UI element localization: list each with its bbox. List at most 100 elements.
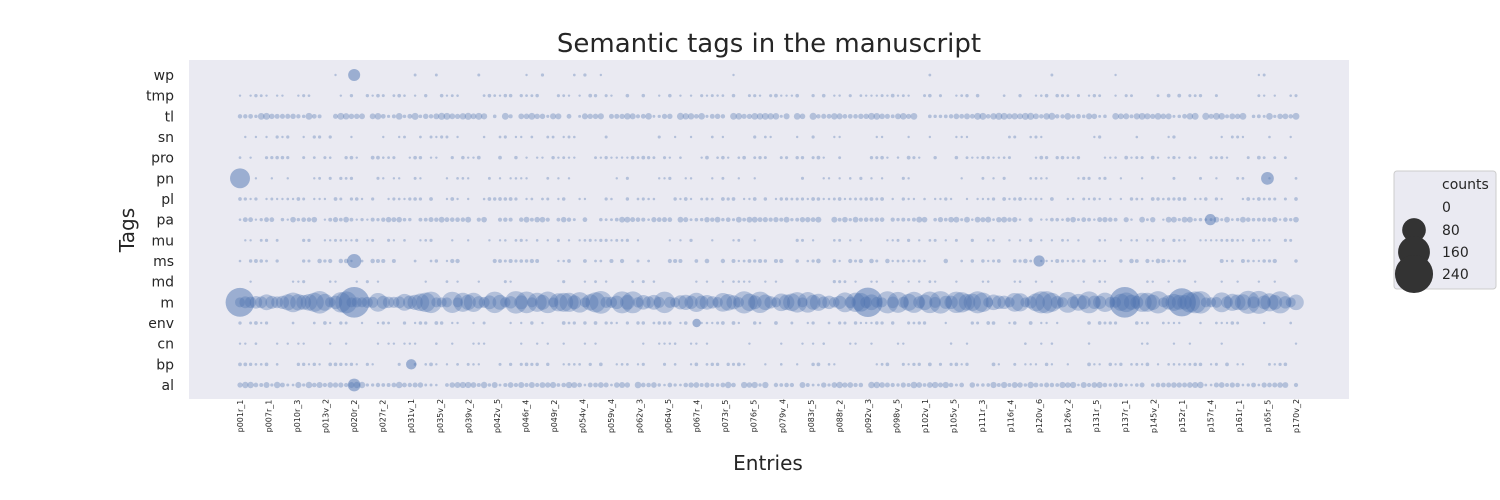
data-point <box>842 382 848 388</box>
data-point <box>1033 382 1039 388</box>
data-point <box>1034 363 1038 366</box>
data-point <box>1247 290 1271 314</box>
data-point <box>736 362 741 367</box>
data-point <box>1225 383 1229 387</box>
data-point <box>986 383 991 387</box>
data-point <box>381 217 386 222</box>
data-point <box>360 259 364 263</box>
data-point <box>1018 93 1022 98</box>
data-point <box>1145 294 1161 310</box>
data-point <box>1040 321 1043 325</box>
data-point <box>863 113 869 120</box>
data-point <box>413 73 417 77</box>
data-point <box>434 321 439 325</box>
data-point <box>657 114 661 118</box>
data-point <box>641 155 646 160</box>
data-point <box>816 197 821 201</box>
data-point <box>514 197 518 201</box>
data-point <box>291 280 295 283</box>
data-point <box>585 292 606 313</box>
data-point <box>800 176 805 180</box>
data-point <box>1021 112 1029 120</box>
data-point <box>338 258 344 264</box>
data-point <box>1017 382 1023 388</box>
data-point <box>260 321 263 325</box>
data-point <box>939 295 953 309</box>
data-point <box>402 295 417 310</box>
data-point <box>283 292 303 313</box>
data-point <box>790 217 794 222</box>
data-point <box>668 156 672 159</box>
data-point <box>380 113 386 119</box>
data-point <box>1177 93 1182 98</box>
data-point <box>1230 135 1234 139</box>
data-point <box>524 362 529 367</box>
data-point <box>1034 135 1038 139</box>
data-point <box>1262 156 1266 160</box>
data-point <box>923 94 927 98</box>
data-point <box>1262 114 1266 118</box>
data-point <box>838 280 842 284</box>
data-point <box>938 114 943 119</box>
data-point <box>827 197 831 201</box>
data-point <box>412 382 418 388</box>
data-point <box>954 383 958 387</box>
data-point-bp-p031v_1 <box>406 359 417 370</box>
data-point <box>1279 296 1292 309</box>
data-point <box>646 294 662 310</box>
data-point <box>763 135 767 139</box>
data-point <box>429 383 433 387</box>
data-point <box>611 291 634 314</box>
data-point <box>1172 135 1176 139</box>
data-point <box>578 362 581 366</box>
data-point <box>301 114 306 119</box>
data-point <box>1283 238 1287 242</box>
data-point <box>339 362 343 367</box>
data-point <box>322 382 328 388</box>
data-point <box>1236 290 1260 314</box>
data-point <box>929 296 941 308</box>
data-point <box>1114 363 1117 366</box>
data-point <box>780 94 783 97</box>
data-point <box>1151 259 1154 263</box>
data-point <box>551 135 555 139</box>
data-point <box>312 156 316 160</box>
data-point <box>450 258 455 264</box>
data-point <box>290 294 307 311</box>
data-point <box>545 217 550 222</box>
data-point <box>926 382 933 388</box>
data-point <box>1251 382 1256 388</box>
data-point <box>694 295 709 310</box>
data-point <box>244 342 247 345</box>
data-point <box>624 382 631 388</box>
data-point <box>581 113 588 120</box>
data-point <box>418 197 423 201</box>
data-point <box>493 94 497 98</box>
data-point <box>673 342 677 345</box>
data-point <box>265 94 268 97</box>
data-point <box>454 113 461 119</box>
data-point <box>995 112 1003 120</box>
data-point <box>391 114 396 119</box>
data-point <box>254 197 258 201</box>
data-point <box>498 239 502 242</box>
data-point <box>990 381 997 389</box>
data-point <box>1017 113 1023 120</box>
data-point <box>955 94 958 97</box>
data-point <box>524 382 529 388</box>
data-point <box>1092 93 1097 98</box>
data-point <box>1167 321 1170 325</box>
data-point <box>434 259 439 263</box>
data-point <box>302 156 306 160</box>
data-point <box>847 113 853 119</box>
data-point <box>1092 197 1096 201</box>
data-point <box>853 382 858 388</box>
data-point <box>764 363 767 366</box>
data-point <box>466 197 470 201</box>
data-point <box>408 342 412 345</box>
data-point <box>275 259 279 263</box>
data-point <box>483 291 506 314</box>
data-point <box>520 177 523 180</box>
data-point <box>539 216 546 223</box>
data-point <box>1006 113 1013 120</box>
